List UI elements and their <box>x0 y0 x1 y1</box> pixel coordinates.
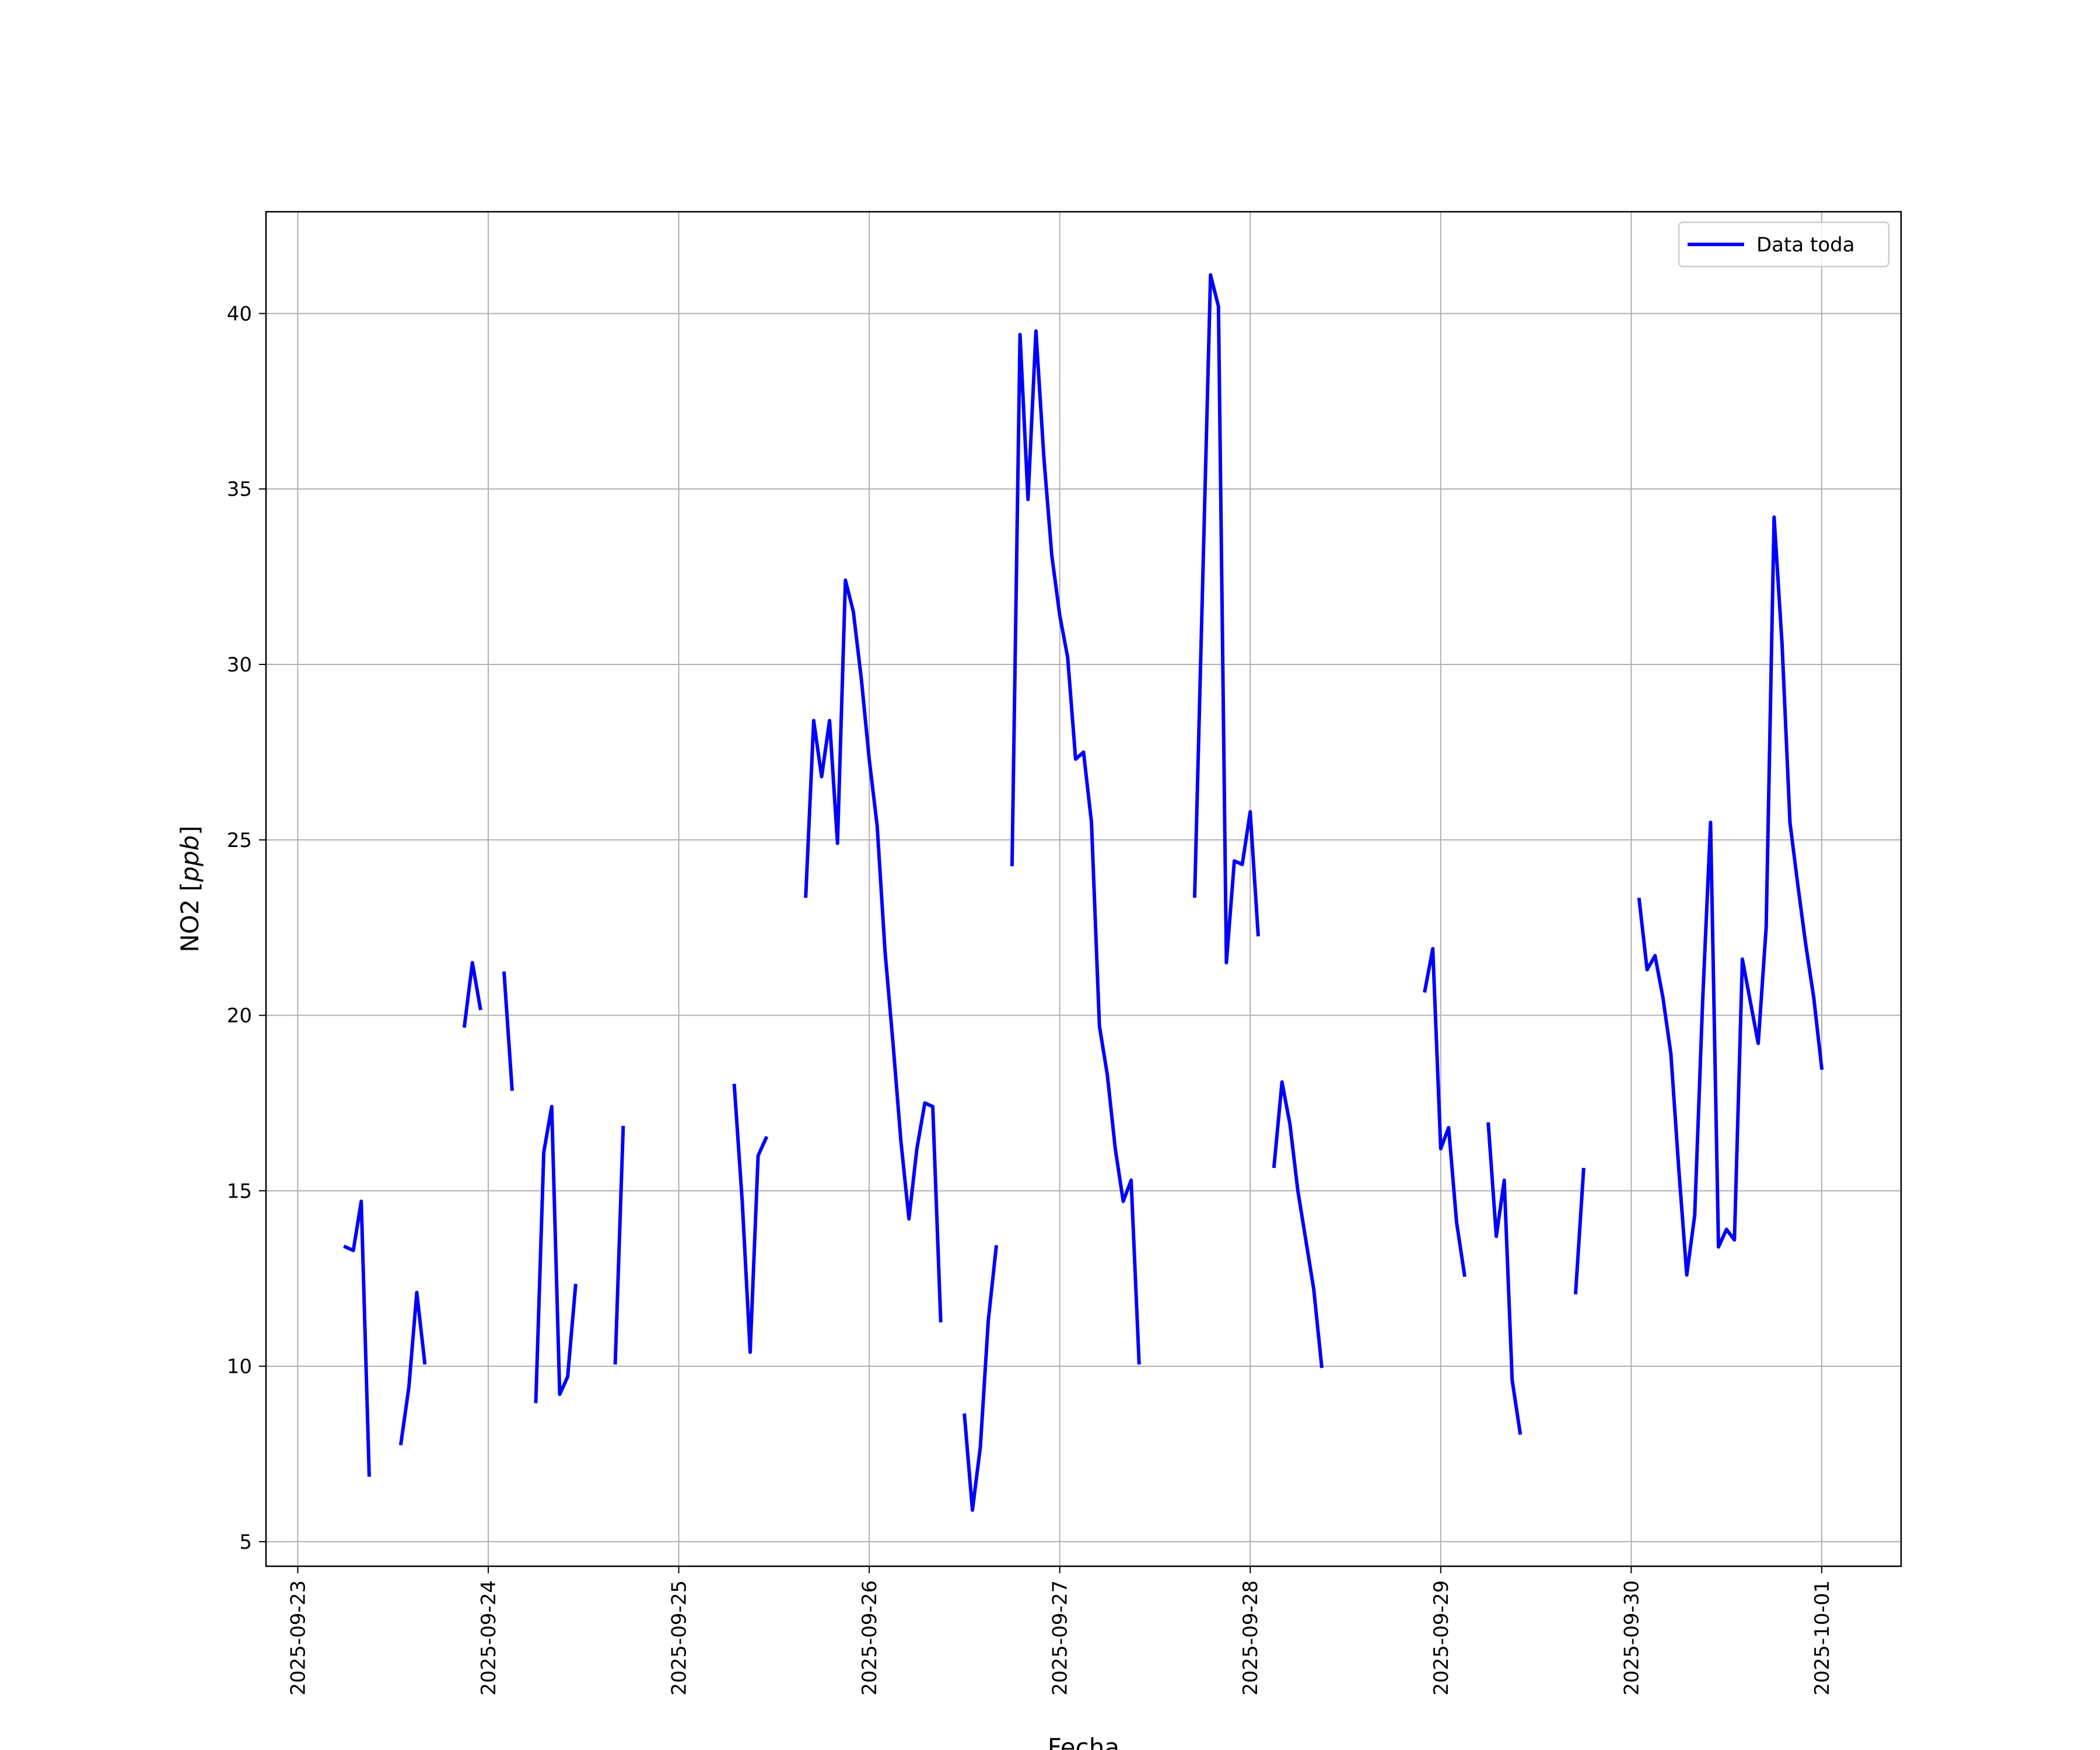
x-axis-label: Fecha <box>1048 1733 1119 1750</box>
data-series <box>343 273 1824 1512</box>
y-axis-label-close: ] <box>176 825 204 835</box>
y-tick-label: 40 <box>227 302 252 326</box>
series-line-segment <box>1272 1080 1324 1368</box>
series-line-segment <box>343 1199 371 1477</box>
series-line-segment <box>732 1083 769 1354</box>
series-line-segment <box>534 1105 578 1404</box>
legend-label: Data toda <box>1756 233 1855 257</box>
plot-frame <box>265 211 1902 1567</box>
x-tick-label: 2025-09-25 <box>668 1580 691 1696</box>
series-line-segment <box>1486 1122 1522 1435</box>
series-line-segment <box>1192 273 1260 965</box>
y-tick-label: 5 <box>239 1531 252 1554</box>
y-tick-label: 10 <box>227 1355 252 1378</box>
series-line-segment <box>613 1126 625 1365</box>
x-tick-label: 2025-09-26 <box>858 1580 881 1696</box>
legend-box <box>1678 221 1890 268</box>
y-tick-label: 20 <box>227 1005 252 1028</box>
y-axis-label-main: NO2 [ <box>176 882 204 953</box>
legend: Data toda <box>1678 221 1890 268</box>
series-line-segment <box>804 578 943 1323</box>
x-tick-label: 2025-09-30 <box>1620 1580 1643 1696</box>
y-axis-label: NO2 [ppb] <box>176 825 204 952</box>
grid <box>266 212 1901 1566</box>
x-tick-label: 2025-09-27 <box>1049 1580 1072 1696</box>
plot-area <box>266 212 1901 1566</box>
y-tick-label: 15 <box>227 1180 252 1203</box>
x-tick-label: 2025-09-23 <box>286 1580 310 1696</box>
x-tick-label: 2025-09-24 <box>477 1580 501 1696</box>
y-tick-label: 35 <box>227 478 252 501</box>
y-tick-label: 30 <box>227 653 252 677</box>
series-line-segment <box>963 1245 999 1512</box>
series-line-segment <box>1423 947 1467 1278</box>
series-line-segment <box>1637 515 1824 1277</box>
x-tick-label: 2025-09-28 <box>1239 1580 1262 1696</box>
y-tick-label: 25 <box>227 829 252 852</box>
series-line-segment <box>462 961 482 1028</box>
series-line-segment <box>502 971 514 1091</box>
x-tick-label: 2025-10-01 <box>1811 1580 1834 1696</box>
series-line-segment <box>398 1290 427 1446</box>
y-axis-label-unit: ppb <box>176 835 204 883</box>
series-line-segment <box>1010 329 1141 1365</box>
axis-ticks: 2025-09-23 2025-09-24 2025-09-25 2025-09-26… <box>227 302 1834 1695</box>
series-line-segment <box>1573 1168 1586 1294</box>
x-tick-label: 2025-09-29 <box>1430 1580 1453 1696</box>
